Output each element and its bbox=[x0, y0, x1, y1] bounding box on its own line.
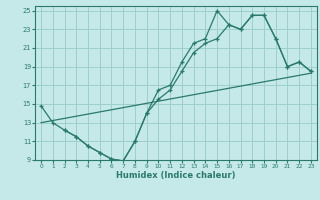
X-axis label: Humidex (Indice chaleur): Humidex (Indice chaleur) bbox=[116, 171, 236, 180]
